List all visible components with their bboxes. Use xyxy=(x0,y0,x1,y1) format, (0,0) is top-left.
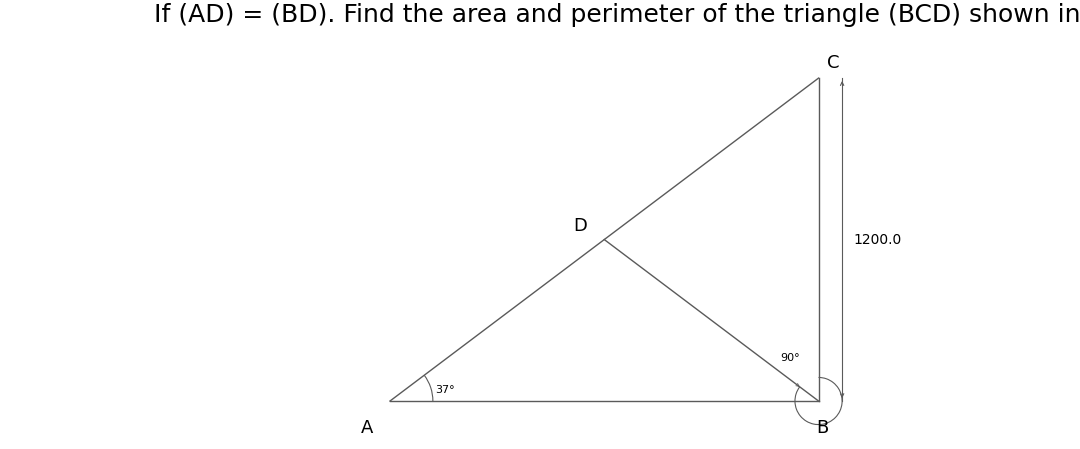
Text: 90°: 90° xyxy=(780,353,799,363)
Text: C: C xyxy=(827,53,839,72)
Text: B: B xyxy=(816,419,829,437)
Text: D: D xyxy=(573,217,588,235)
Text: A: A xyxy=(361,419,373,437)
Text: 1200.0: 1200.0 xyxy=(854,233,902,247)
Text: If (AD) = (BD). Find the area and perimeter of the triangle (BCD) shown in fig.: If (AD) = (BD). Find the area and perime… xyxy=(154,3,1080,27)
Text: 37°: 37° xyxy=(435,384,455,395)
